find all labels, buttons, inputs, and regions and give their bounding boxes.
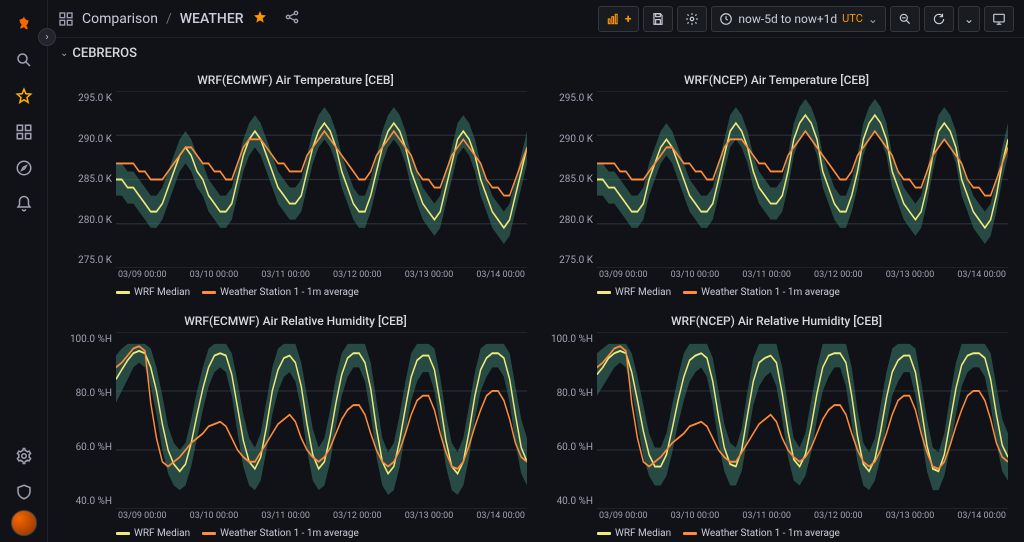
legend-median[interactable]: WRF Median [116,528,190,539]
explore-icon[interactable] [8,152,40,184]
panel-rh_ecmwf[interactable]: WRF(ECMWF) Air Relative Humidity [CEB] 1… [58,308,533,542]
x-axis: 03/09 00:0003/10 00:0003/11 00:0003/12 0… [116,509,527,525]
panel-title: WRF(NCEP) Air Temperature [CEB] [545,71,1008,91]
configuration-icon[interactable] [8,440,40,472]
panel-temp_ecmwf[interactable]: WRF(ECMWF) Air Temperature [CEB] 295.0 K… [58,67,533,302]
dashboard-icon [58,11,74,27]
add-panel-button[interactable]: + [598,6,640,32]
panel-title: WRF(ECMWF) Air Relative Humidity [CEB] [64,312,527,332]
y-axis: 100.0 %H80.0 %H60.0 %H40.0 %H [64,332,116,525]
legend-station[interactable]: Weather Station 1 - 1m average [202,528,359,539]
breadcrumb-folder[interactable]: Comparison [82,11,158,27]
chart-area[interactable] [116,91,527,268]
x-axis: 03/09 00:0003/10 00:0003/11 00:0003/12 0… [116,268,527,284]
panel-grid: WRF(ECMWF) Air Temperature [CEB] 295.0 K… [58,67,1014,542]
timezone-label: UTC [842,12,863,25]
section-header[interactable]: ⌄ CEBREROS [58,44,1014,67]
legend: WRF Median Weather Station 1 - 1m averag… [545,525,1008,541]
legend-median[interactable]: WRF Median [116,287,190,298]
x-axis: 03/09 00:0003/10 00:0003/11 00:0003/12 0… [597,509,1008,525]
section-title: CEBREROS [72,46,137,61]
legend-station[interactable]: Weather Station 1 - 1m average [202,287,359,298]
time-range-button[interactable]: now-5d to now+1d UTC ⌄ [711,6,886,32]
settings-button[interactable] [677,6,707,32]
breadcrumb-sep: / [166,11,172,27]
refresh-interval-button[interactable]: ⌄ [958,6,980,32]
legend: WRF Median Weather Station 1 - 1m averag… [64,284,527,300]
panel-title: WRF(ECMWF) Air Temperature [CEB] [64,71,527,91]
chevron-down-icon: ⌄ [60,48,68,59]
sidebar-expand-button[interactable]: › [38,28,56,46]
chart-area[interactable] [597,332,1008,509]
kiosk-button[interactable] [984,6,1014,32]
y-axis: 100.0 %H80.0 %H60.0 %H40.0 %H [545,332,597,525]
chart-area[interactable] [597,91,1008,268]
content: ⌄ CEBREROS WRF(ECMWF) Air Temperature [C… [48,38,1024,542]
admin-icon[interactable] [8,476,40,508]
toolbar: + now-5d to now+1d UTC ⌄ ⌄ [598,6,1014,32]
time-range-label: now-5d to now+1d [738,12,837,26]
y-axis: 295.0 K290.0 K285.0 K280.0 K275.0 K [64,91,116,284]
legend: WRF Median Weather Station 1 - 1m averag… [64,525,527,541]
user-avatar[interactable] [11,510,37,536]
legend-station[interactable]: Weather Station 1 - 1m average [683,287,840,298]
grafana-logo-icon[interactable] [8,8,40,40]
panel-title: WRF(NCEP) Air Relative Humidity [CEB] [545,312,1008,332]
save-button[interactable] [643,6,673,32]
legend-station[interactable]: Weather Station 1 - 1m average [683,528,840,539]
starred-icon[interactable] [8,80,40,112]
panel-rh_ncep[interactable]: WRF(NCEP) Air Relative Humidity [CEB] 10… [539,308,1014,542]
y-axis: 295.0 K290.0 K285.0 K280.0 K275.0 K [545,91,597,284]
share-icon[interactable] [284,9,300,29]
alerting-icon[interactable] [8,188,40,220]
topbar: Comparison / WEATHER + now [48,0,1024,38]
search-icon[interactable] [8,44,40,76]
legend-median[interactable]: WRF Median [597,287,671,298]
breadcrumb: Comparison / WEATHER [58,9,300,29]
sidebar: › [0,0,48,542]
main: Comparison / WEATHER + now [48,0,1024,542]
favorite-star-icon[interactable] [252,9,268,29]
dashboards-icon[interactable] [8,116,40,148]
legend-median[interactable]: WRF Median [597,528,671,539]
panel-temp_ncep[interactable]: WRF(NCEP) Air Temperature [CEB] 295.0 K2… [539,67,1014,302]
legend: WRF Median Weather Station 1 - 1m averag… [545,284,1008,300]
breadcrumb-page[interactable]: WEATHER [180,11,244,27]
x-axis: 03/09 00:0003/10 00:0003/11 00:0003/12 0… [597,268,1008,284]
refresh-button[interactable] [924,6,954,32]
chart-area[interactable] [116,332,527,509]
zoom-out-button[interactable] [890,6,920,32]
